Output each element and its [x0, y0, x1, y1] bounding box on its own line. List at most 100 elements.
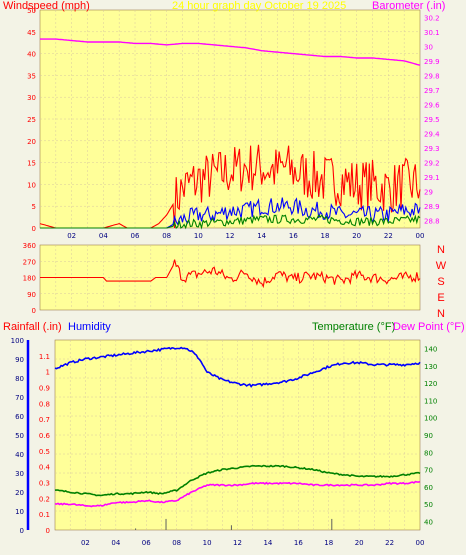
chart-title: 24 hour graph day October 19 2025 — [172, 0, 346, 12]
humidity-tick-label: 50 — [15, 432, 24, 440]
rainfall-tick-label: 1.1 — [39, 353, 50, 361]
temperature-panel-series — [54, 346, 421, 508]
temperature-x-tick-label: 22 — [385, 539, 394, 547]
wind-x-tick-label: 12 — [226, 232, 235, 240]
compass-label: E — [437, 292, 444, 304]
windspeed-tick-label: 50 — [27, 7, 36, 15]
windspeed-tick-label: 30 — [27, 94, 36, 102]
barometer-tick-label: 29.5 — [424, 116, 440, 124]
wind-x-tick-label: 18 — [321, 232, 330, 240]
barometer-axis-label: Barometer (.in) — [372, 0, 445, 12]
temperature-x-tick-label: 18 — [324, 539, 333, 547]
compass-label: N — [437, 244, 445, 256]
barometer-tick-label: 29 — [424, 189, 433, 197]
wind-x-tick-label: 00 — [416, 232, 425, 240]
humidity-tick-label: 20 — [15, 489, 24, 497]
humidity-tick-label: 10 — [15, 508, 24, 516]
rainfall-bars — [135, 518, 333, 530]
rainfall-tick-label: 0.1 — [39, 511, 50, 519]
temperature-tick-label: 70 — [424, 467, 433, 475]
dewpoint-axis-label: Dew Point (°F) — [393, 321, 465, 333]
rainfall-tick-label: 0 — [46, 527, 50, 535]
humidity-tick-labels: 0 10 20 30 40 50 60 70 80 90 100 — [11, 337, 24, 535]
temperature-tick-label: 100 — [424, 415, 437, 423]
series-line-dew_point — [54, 480, 421, 508]
barometer-tick-label: 29.4 — [424, 131, 440, 139]
rainfall-tick-labels: 0 0.1 0.2 0.3 0.4 0.5 0.6 0.7 0.8 0.9 1 1.1 — [39, 353, 51, 535]
rainfall-tick-label: 0.9 — [39, 385, 50, 393]
temperature-panel-grid — [55, 340, 420, 530]
wind-x-tick-label: 10 — [194, 232, 203, 240]
wind-x-tick-label: 16 — [289, 232, 298, 240]
series-line-temperature — [54, 464, 421, 497]
windspeed-tick-label: 45 — [27, 29, 36, 37]
barometer-tick-label: 29.2 — [424, 160, 440, 168]
temperature-x-tick-label: 10 — [203, 539, 212, 547]
temperature-tick-label: 120 — [424, 380, 437, 388]
humidity-tick-label: 60 — [15, 413, 24, 421]
barometer-tick-label: 30 — [424, 43, 433, 51]
windspeed-tick-labels: 0 5 10 15 20 25 30 35 40 45 50 — [27, 7, 36, 233]
wind-x-tick-label: 02 — [67, 232, 76, 240]
windspeed-tick-label: 35 — [27, 72, 36, 80]
compass-label: W — [436, 260, 447, 272]
humidity-tick-label: 30 — [15, 470, 24, 478]
humidity-tick-label: 90 — [15, 356, 24, 364]
direction-tick-label: 360 — [23, 242, 36, 250]
temperature-x-tick-label: 04 — [111, 539, 120, 547]
temperature-tick-label: 90 — [424, 432, 433, 440]
windspeed-tick-label: 20 — [27, 138, 36, 146]
temperature-tick-label: 130 — [424, 363, 437, 371]
temperature-x-tick-labels: 02 04 06 08 10 12 14 16 18 20 22 00 — [81, 539, 425, 547]
temperature-axis-label: Temperature (°F) — [312, 321, 395, 333]
temperature-tick-label: 140 — [424, 346, 437, 354]
humidity-tick-label: 40 — [15, 451, 24, 459]
direction-tick-label: 180 — [23, 275, 36, 283]
wind-x-tick-label: 20 — [352, 232, 361, 240]
windspeed-tick-label: 40 — [27, 51, 36, 59]
direction-series — [40, 259, 421, 289]
barometer-tick-labels: 28.8 28.9 29 29.1 29.2 29.3 29.4 29.5 29.6 29.7 29… — [424, 14, 440, 225]
direction-tick-label: 90 — [27, 291, 36, 299]
rainfall-tick-label: 0.2 — [39, 495, 50, 503]
windspeed-tick-label: 10 — [27, 181, 36, 189]
series-line-calm — [40, 214, 421, 230]
wind-x-tick-label: 22 — [384, 232, 393, 240]
temperature-x-tick-label: 16 — [294, 539, 303, 547]
wind-panel-series — [39, 38, 421, 230]
windspeed-tick-label: 0 — [32, 225, 36, 233]
series-line-humidity — [54, 346, 421, 388]
direction-tick-label: 270 — [23, 258, 36, 266]
windspeed-tick-label: 15 — [27, 160, 36, 168]
wind-x-tick-label: 08 — [162, 232, 171, 240]
rainfall-tick-label: 0.4 — [39, 464, 51, 472]
barometer-tick-label: 30.2 — [424, 14, 440, 22]
temperature-tick-label: 80 — [424, 449, 433, 457]
windspeed-axis-label: Windspeed (mph) — [3, 0, 90, 12]
humidity-tick-label: 0 — [20, 527, 24, 535]
temperature-tick-label: 60 — [424, 484, 433, 492]
windspeed-tick-label: 25 — [27, 116, 36, 124]
rainfall-tick-label: 0.8 — [39, 400, 50, 408]
barometer-tick-label: 29.8 — [424, 72, 440, 80]
barometer-tick-label: 29.9 — [424, 58, 440, 66]
barometer-tick-label: 30.1 — [424, 29, 440, 37]
barometer-tick-label: 29.1 — [424, 174, 440, 182]
barometer-tick-label: 28.8 — [424, 218, 440, 226]
temperature-tick-label: 40 — [424, 518, 433, 526]
barometer-tick-label: 29.3 — [424, 145, 440, 153]
temperature-x-tick-label: 12 — [233, 539, 242, 547]
compass-label: N — [437, 308, 445, 320]
series-line-barometer — [40, 38, 421, 66]
rainfall-tick-label: 0.7 — [39, 416, 50, 424]
rainfall-tick-label: 1 — [46, 369, 50, 377]
rainfall-tick-label: 0.3 — [39, 480, 50, 488]
temperature-x-tick-label: 20 — [355, 539, 364, 547]
temperature-x-tick-label: 02 — [81, 539, 90, 547]
temperature-x-tick-label: 00 — [416, 539, 425, 547]
wind-x-tick-label: 14 — [257, 232, 266, 240]
barometer-tick-label: 29.6 — [424, 101, 440, 109]
direction-tick-label: 0 — [32, 307, 36, 315]
